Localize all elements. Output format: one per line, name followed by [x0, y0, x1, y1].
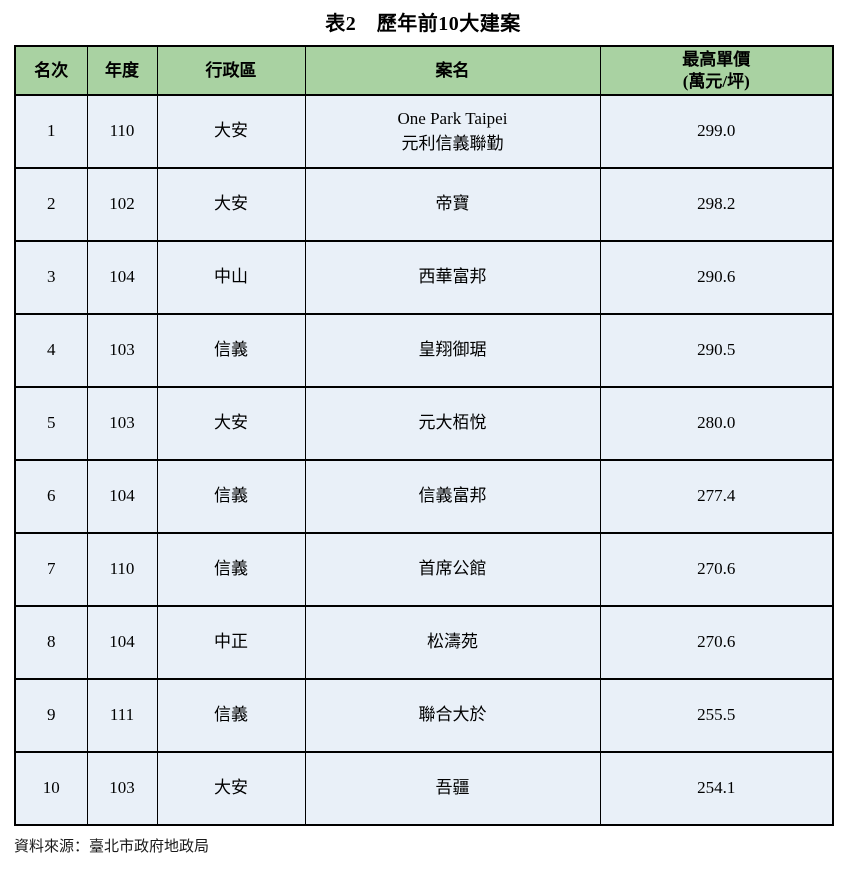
project-name-cell: 元大栢悅 [304, 386, 601, 461]
header-name: 案名 [304, 45, 601, 96]
table-row: 3 104 中山 西華富邦 290.6 [14, 240, 834, 315]
header-price: 最高單價 (萬元/坪) [599, 45, 834, 96]
table-row: 4 103 信義 皇翔御琚 290.5 [14, 313, 834, 388]
year-cell: 110 [86, 94, 158, 169]
rank-cell: 10 [14, 751, 88, 826]
rank-cell: 7 [14, 532, 88, 607]
year-cell: 103 [86, 313, 158, 388]
table-header: 名次 年度 行政區 案名 最高單價 (萬元/坪) [14, 45, 834, 96]
district-cell: 大安 [156, 386, 306, 461]
year-cell: 104 [86, 240, 158, 315]
price-cell: 280.0 [599, 386, 834, 461]
district-cell: 信義 [156, 313, 306, 388]
project-name-cell: 首席公館 [304, 532, 601, 607]
rank-cell: 3 [14, 240, 88, 315]
year-cell: 111 [86, 678, 158, 753]
table-row: 1 110 大安 One Park Taipei 元利信義聯勤 299.0 [14, 94, 834, 169]
table-row: 5 103 大安 元大栢悅 280.0 [14, 386, 834, 461]
project-name-cell: 西華富邦 [304, 240, 601, 315]
district-cell: 信義 [156, 459, 306, 534]
rank-cell: 6 [14, 459, 88, 534]
header-year: 年度 [86, 45, 158, 96]
rank-cell: 9 [14, 678, 88, 753]
source-note: 資料來源：臺北市政府地政局 [14, 839, 210, 855]
rank-cell: 2 [14, 167, 88, 242]
project-name-cell: One Park Taipei 元利信義聯勤 [304, 94, 601, 169]
price-cell: 290.5 [599, 313, 834, 388]
year-cell: 104 [86, 459, 158, 534]
project-name-cell: 皇翔御琚 [304, 313, 601, 388]
price-cell: 270.6 [599, 532, 834, 607]
price-cell: 298.2 [599, 167, 834, 242]
year-cell: 110 [86, 532, 158, 607]
table-row: 9 111 信義 聯合大於 255.5 [14, 678, 834, 753]
table-row: 2 102 大安 帝寶 298.2 [14, 167, 834, 242]
price-cell: 277.4 [599, 459, 834, 534]
project-name-cell: 信義富邦 [304, 459, 601, 534]
rank-cell: 1 [14, 94, 88, 169]
year-cell: 104 [86, 605, 158, 680]
year-cell: 103 [86, 386, 158, 461]
rank-cell: 5 [14, 386, 88, 461]
district-cell: 中山 [156, 240, 306, 315]
year-cell: 103 [86, 751, 158, 826]
rank-cell: 4 [14, 313, 88, 388]
price-cell: 254.1 [599, 751, 834, 826]
price-cell: 255.5 [599, 678, 834, 753]
page-title: 表2 歷年前10大建案 [325, 13, 521, 35]
table-row: 7 110 信義 首席公館 270.6 [14, 532, 834, 607]
district-cell: 大安 [156, 167, 306, 242]
district-cell: 信義 [156, 532, 306, 607]
header-district: 行政區 [156, 45, 306, 96]
table-body: 1 110 大安 One Park Taipei 元利信義聯勤 299.0 2 102 大安帝… [14, 94, 834, 826]
price-cell: 290.6 [599, 240, 834, 315]
district-cell: 大安 [156, 94, 306, 169]
project-name-cell: 松濤苑 [304, 605, 601, 680]
price-cell: 270.6 [599, 605, 834, 680]
district-cell: 中正 [156, 605, 306, 680]
district-cell: 大安 [156, 751, 306, 826]
price-cell: 299.0 [599, 94, 834, 169]
district-cell: 信義 [156, 678, 306, 753]
project-name-cell: 聯合大於 [304, 678, 601, 753]
table-row: 8 104 中正 松濤苑 270.6 [14, 605, 834, 680]
rank-cell: 8 [14, 605, 88, 680]
year-cell: 102 [86, 167, 158, 242]
project-name-cell: 帝寶 [304, 167, 601, 242]
top10-projects-table: 名次 年度 行政區 案名 最高單價 (萬元/坪) 1 110 大安 One Park … [14, 45, 834, 826]
table-header-row: 名次 年度 行政區 案名 最高單價 (萬元/坪) [14, 45, 834, 96]
project-name-cell: 吾疆 [304, 751, 601, 826]
table-row: 10 103 大安 吾疆 254.1 [14, 751, 834, 826]
header-rank: 名次 [14, 45, 88, 96]
table-row: 6 104 信義 信義富邦 277.4 [14, 459, 834, 534]
